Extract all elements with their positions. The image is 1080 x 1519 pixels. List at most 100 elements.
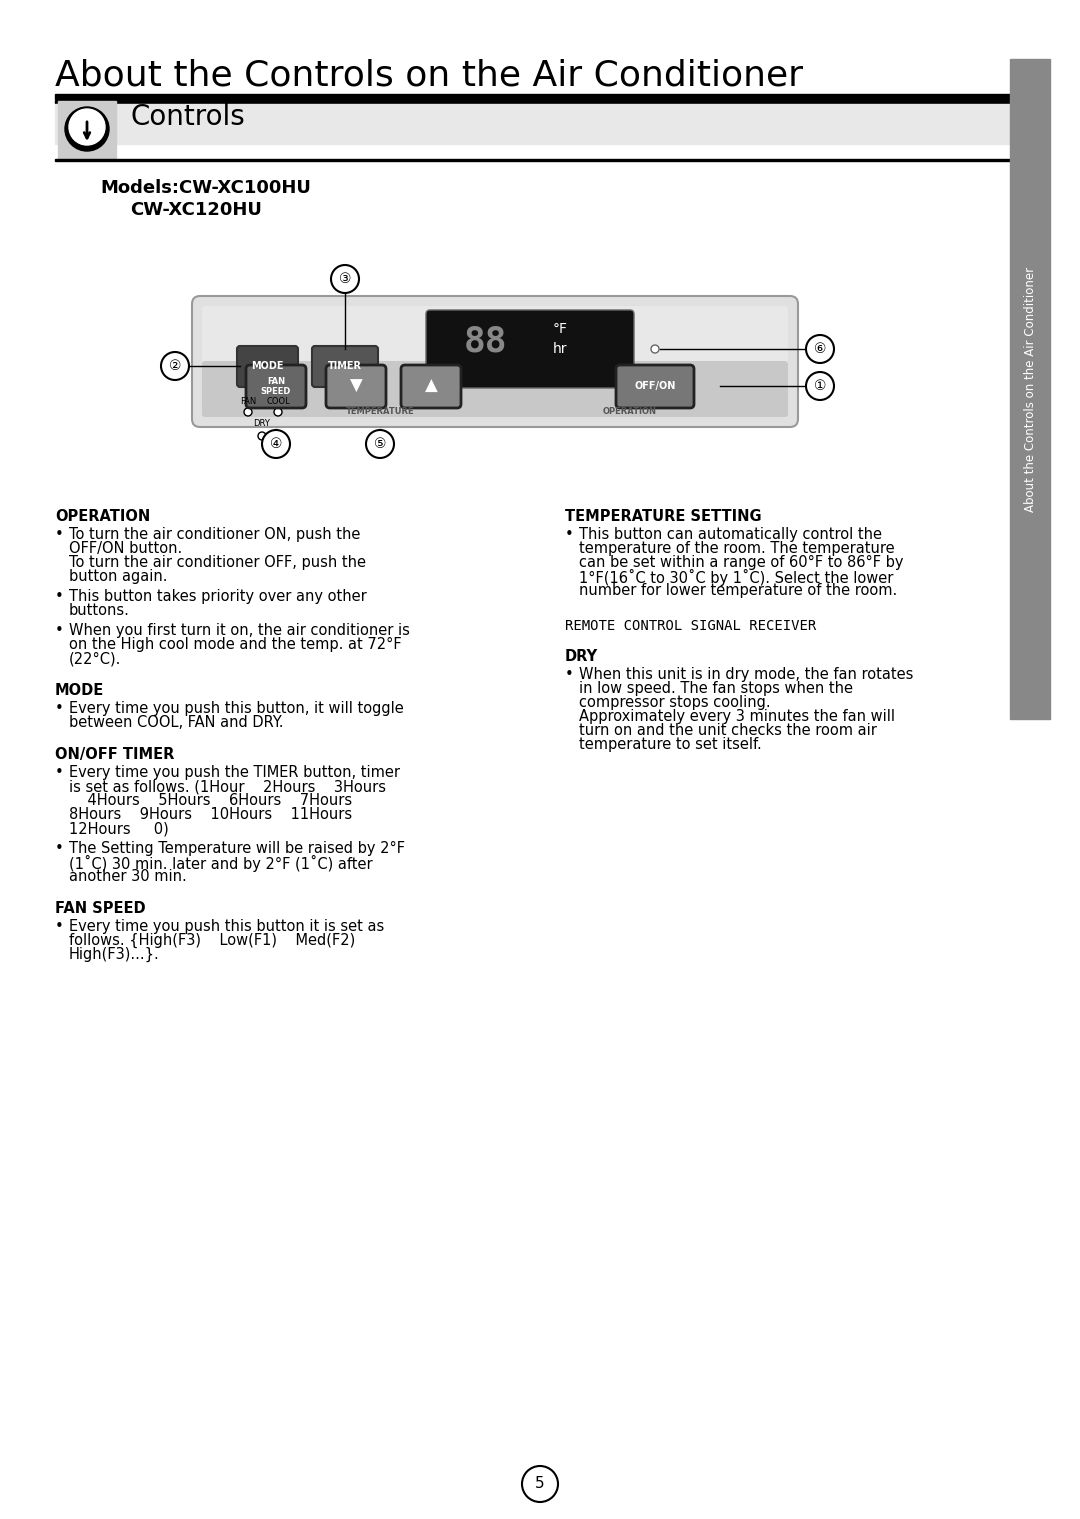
- Text: 8Hours    9Hours    10Hours    11Hours: 8Hours 9Hours 10Hours 11Hours: [69, 807, 352, 822]
- Text: •: •: [565, 667, 573, 682]
- Text: •: •: [55, 766, 64, 779]
- Text: This button takes priority over any other: This button takes priority over any othe…: [69, 589, 367, 605]
- Text: Every time you push the TIMER button, timer: Every time you push the TIMER button, ti…: [69, 766, 400, 779]
- FancyBboxPatch shape: [202, 305, 788, 381]
- Text: ON/OFF TIMER: ON/OFF TIMER: [55, 747, 174, 763]
- Text: The Setting Temperature will be raised by 2°F: The Setting Temperature will be raised b…: [69, 842, 405, 857]
- Text: between COOL, FAN and DRY.: between COOL, FAN and DRY.: [69, 715, 283, 731]
- Text: ②: ②: [168, 358, 181, 374]
- Text: TEMPERATURE SETTING: TEMPERATURE SETTING: [565, 509, 761, 524]
- Circle shape: [274, 409, 282, 416]
- Text: High(F3)...}.: High(F3)...}.: [69, 946, 160, 962]
- Text: 5: 5: [536, 1476, 544, 1492]
- Bar: [58, 100, 116, 159]
- Bar: [55, 103, 1015, 144]
- FancyBboxPatch shape: [237, 346, 298, 387]
- Text: •: •: [565, 527, 573, 542]
- Text: 12Hours     0): 12Hours 0): [69, 820, 168, 835]
- Text: DRY: DRY: [254, 419, 270, 428]
- Text: MODE: MODE: [55, 684, 105, 699]
- Text: in low speed. The fan stops when the: in low speed. The fan stops when the: [579, 681, 853, 696]
- Text: button again.: button again.: [69, 570, 167, 583]
- Bar: [1010, 59, 1050, 718]
- Text: ⑥: ⑥: [813, 342, 826, 355]
- Text: COOL: COOL: [266, 396, 289, 406]
- Text: FAN: FAN: [267, 378, 285, 386]
- Circle shape: [330, 264, 359, 293]
- Circle shape: [806, 372, 834, 399]
- FancyBboxPatch shape: [401, 365, 461, 409]
- Text: turn on and the unit checks the room air: turn on and the unit checks the room air: [579, 723, 877, 738]
- FancyBboxPatch shape: [202, 362, 788, 418]
- Circle shape: [244, 409, 252, 416]
- FancyBboxPatch shape: [426, 310, 634, 387]
- Text: About the Controls on the Air Conditioner: About the Controls on the Air Conditione…: [55, 59, 804, 93]
- Circle shape: [69, 109, 105, 144]
- Text: DRY: DRY: [565, 649, 598, 664]
- Text: (22°C).: (22°C).: [69, 652, 121, 665]
- Text: OPERATION: OPERATION: [55, 509, 150, 524]
- FancyBboxPatch shape: [192, 296, 798, 427]
- FancyBboxPatch shape: [312, 346, 378, 387]
- Text: buttons.: buttons.: [69, 603, 130, 618]
- Text: •: •: [55, 700, 64, 715]
- Text: ③: ③: [339, 272, 351, 286]
- Text: Approximately every 3 minutes the fan will: Approximately every 3 minutes the fan wi…: [579, 709, 895, 725]
- Text: Every time you push this button, it will toggle: Every time you push this button, it will…: [69, 700, 404, 715]
- Text: To turn the air conditioner OFF, push the: To turn the air conditioner OFF, push th…: [69, 554, 366, 570]
- Text: is set as follows. (1Hour    2Hours    3Hours: is set as follows. (1Hour 2Hours 3Hours: [69, 779, 386, 794]
- Text: TEMPERATURE: TEMPERATURE: [346, 407, 415, 416]
- Text: This button can automatically control the: This button can automatically control th…: [579, 527, 882, 542]
- Bar: [55, 100, 1015, 103]
- Text: another 30 min.: another 30 min.: [69, 869, 187, 884]
- Text: •: •: [55, 919, 64, 934]
- Bar: [55, 159, 1015, 161]
- Text: •: •: [55, 842, 64, 857]
- Text: OPERATION: OPERATION: [603, 407, 657, 416]
- Circle shape: [161, 352, 189, 380]
- Text: Models:CW-XC100HU: Models:CW-XC100HU: [100, 179, 311, 197]
- Text: FAN SPEED: FAN SPEED: [55, 901, 146, 916]
- Text: on the High cool mode and the temp. at 72°F: on the High cool mode and the temp. at 7…: [69, 636, 402, 652]
- Text: (1˚C) 30 min. later and by 2°F (1˚C) after: (1˚C) 30 min. later and by 2°F (1˚C) aft…: [69, 855, 373, 872]
- Text: When this unit is in dry mode, the fan rotates: When this unit is in dry mode, the fan r…: [579, 667, 914, 682]
- Text: •: •: [55, 527, 64, 542]
- Circle shape: [258, 431, 266, 441]
- Text: When you first turn it on, the air conditioner is: When you first turn it on, the air condi…: [69, 623, 410, 638]
- Text: FAN: FAN: [240, 396, 256, 406]
- Text: ①: ①: [813, 380, 826, 393]
- Text: temperature of the room. The temperature: temperature of the room. The temperature: [579, 541, 894, 556]
- Bar: [55, 94, 1015, 99]
- Text: OFF/ON: OFF/ON: [634, 381, 676, 390]
- Text: •: •: [55, 589, 64, 605]
- Text: ⑤: ⑤: [374, 437, 387, 451]
- FancyBboxPatch shape: [326, 365, 386, 409]
- Text: 4Hours    5Hours    6Hours    7Hours: 4Hours 5Hours 6Hours 7Hours: [69, 793, 352, 808]
- Text: About the Controls on the Air Conditioner: About the Controls on the Air Conditione…: [1024, 266, 1037, 512]
- Text: number for lower temperature of the room.: number for lower temperature of the room…: [579, 583, 897, 598]
- Circle shape: [806, 336, 834, 363]
- Text: 1°F(16˚C to 30˚C by 1˚C). Select the lower: 1°F(16˚C to 30˚C by 1˚C). Select the low…: [579, 570, 893, 586]
- Text: ▼: ▼: [350, 377, 363, 395]
- Text: hr: hr: [553, 342, 567, 355]
- Text: ▲: ▲: [424, 377, 437, 395]
- Circle shape: [366, 430, 394, 459]
- FancyBboxPatch shape: [246, 365, 306, 409]
- FancyBboxPatch shape: [616, 365, 694, 409]
- Text: temperature to set itself.: temperature to set itself.: [579, 737, 761, 752]
- Text: TIMER: TIMER: [328, 362, 362, 371]
- Text: can be set within a range of 60°F to 86°F by: can be set within a range of 60°F to 86°…: [579, 554, 904, 570]
- Text: °F: °F: [553, 322, 567, 336]
- Circle shape: [65, 106, 109, 150]
- Text: compressor stops cooling.: compressor stops cooling.: [579, 696, 771, 709]
- Text: MODE: MODE: [251, 362, 283, 371]
- Circle shape: [651, 345, 659, 352]
- Text: •: •: [55, 623, 64, 638]
- Text: 88: 88: [463, 325, 507, 358]
- Text: CW-XC120HU: CW-XC120HU: [130, 201, 261, 219]
- Text: REMOTE CONTROL SIGNAL RECEIVER: REMOTE CONTROL SIGNAL RECEIVER: [565, 620, 816, 633]
- Text: follows. {High(F3)    Low(F1)    Med(F2): follows. {High(F3) Low(F1) Med(F2): [69, 933, 355, 948]
- Text: OFF/ON button.: OFF/ON button.: [69, 541, 183, 556]
- Text: ④: ④: [270, 437, 282, 451]
- Text: SPEED: SPEED: [260, 387, 292, 396]
